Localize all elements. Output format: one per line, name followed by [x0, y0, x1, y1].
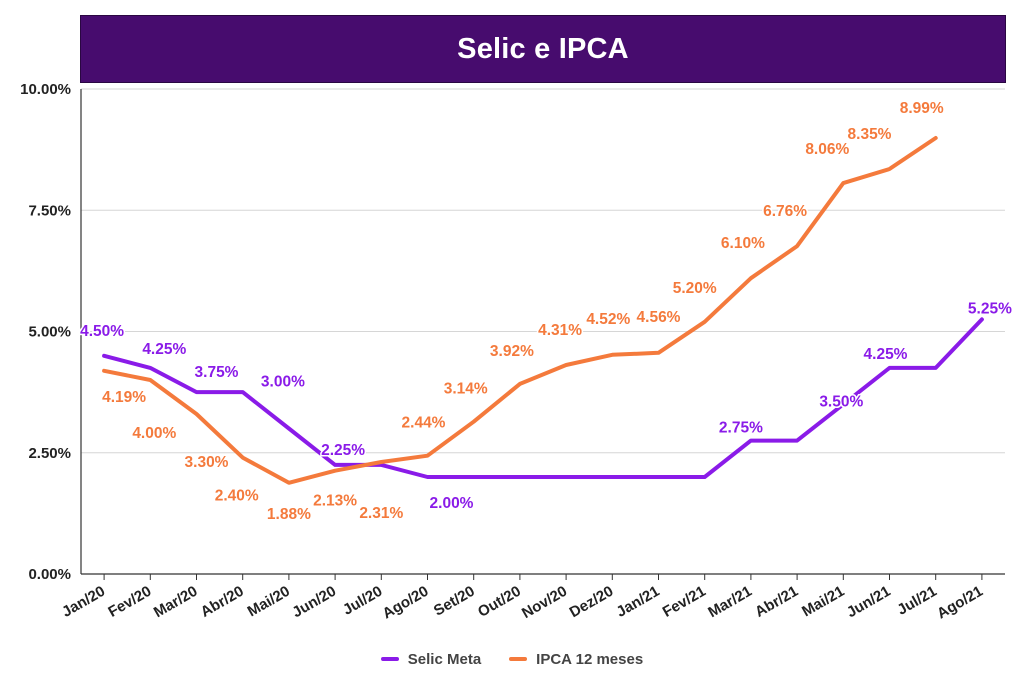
x-tick-label: Mai/21 — [799, 583, 847, 621]
legend-label-selic: Selic Meta — [407, 650, 482, 668]
data-label-selic: 4.25% — [142, 341, 186, 358]
legend-item-ipca[interactable]: IPCA 12 meses — [509, 651, 643, 668]
data-label-selic: 2.00% — [430, 495, 474, 512]
legend-swatch-selic — [380, 657, 399, 661]
data-label-ipca: 2.44% — [402, 415, 446, 432]
data-label-ipca: 4.00% — [132, 425, 176, 442]
x-tick-label: Fev/21 — [660, 583, 709, 621]
x-tick-label: Ago/21 — [934, 583, 986, 623]
x-tick-label: Jun/21 — [844, 583, 894, 621]
data-label-selic: 4.25% — [864, 346, 908, 363]
data-label-ipca: 5.20% — [673, 280, 717, 297]
x-tick-label: Abr/21 — [752, 583, 801, 621]
data-label-ipca: 8.99% — [900, 100, 944, 117]
data-label-ipca: 4.19% — [102, 389, 146, 406]
x-tick-label: Mai/20 — [245, 583, 293, 621]
chart-title-bar: Selic e IPCA — [80, 15, 1006, 83]
x-tick-label: Abr/20 — [198, 583, 247, 621]
data-label-selic: 2.75% — [719, 420, 763, 437]
data-label-ipca: 6.76% — [763, 203, 807, 220]
x-tick-label: Jan/20 — [59, 583, 108, 621]
data-label-selic: 3.00% — [261, 374, 305, 391]
data-label-ipca: 3.92% — [490, 343, 534, 360]
data-label-ipca: 4.56% — [637, 309, 681, 326]
x-tick-label: Fev/20 — [105, 583, 154, 621]
y-tick-label: 10.00% — [20, 81, 71, 98]
legend-swatch-ipca — [509, 657, 528, 661]
legend-item-selic[interactable]: Selic Meta — [380, 650, 482, 668]
x-tick-label: Mar/20 — [151, 583, 201, 621]
chart-legend: Selic Meta IPCA 12 meses — [0, 646, 1024, 672]
legend-label-ipca: IPCA 12 meses — [536, 650, 644, 668]
data-label-ipca: 2.40% — [215, 488, 259, 505]
data-label-ipca: 6.10% — [721, 235, 765, 252]
y-tick-label: 5.00% — [28, 324, 71, 341]
x-tick-label: Nov/20 — [519, 583, 570, 622]
data-label-selic: 2.25% — [321, 442, 365, 459]
data-label-ipca: 3.30% — [185, 454, 229, 471]
x-tick-label: Out/20 — [475, 583, 524, 621]
chart-title: Selic e IPCA — [457, 32, 629, 65]
data-label-selic: 3.75% — [195, 364, 239, 381]
x-tick-label: Jul/21 — [894, 583, 939, 619]
y-tick-label: 0.00% — [28, 566, 71, 583]
x-tick-label: Mar/21 — [705, 583, 755, 621]
line-chart: 0.00%2.50%5.00%7.50%10.00%Jan/20Fev/20Ma… — [20, 81, 1013, 623]
data-label-ipca: 4.52% — [586, 311, 630, 328]
data-label-selic: 4.50% — [80, 323, 124, 340]
data-label-ipca: 1.88% — [267, 506, 311, 523]
data-label-ipca: 2.31% — [359, 505, 403, 522]
data-label-selic: 3.50% — [819, 393, 863, 410]
data-label-ipca: 8.06% — [805, 141, 849, 158]
x-tick-label: Dez/20 — [567, 583, 617, 621]
data-label-ipca: 4.31% — [538, 322, 582, 339]
series-line-selic — [102, 317, 984, 479]
y-tick-label: 7.50% — [28, 202, 71, 219]
x-tick-label: Jul/20 — [340, 583, 385, 619]
data-label-ipca: 3.14% — [444, 381, 488, 398]
data-label-ipca: 2.13% — [313, 493, 357, 510]
x-tick-label: Ago/20 — [380, 583, 432, 623]
x-tick-label: Jun/20 — [289, 583, 339, 621]
data-label-ipca: 8.35% — [848, 126, 892, 143]
series-line-ipca — [102, 136, 938, 485]
y-tick-label: 2.50% — [28, 445, 71, 462]
data-label-selic: 5.25% — [968, 300, 1012, 317]
x-tick-label: Set/20 — [431, 583, 478, 620]
x-tick-label: Jan/21 — [614, 583, 663, 621]
